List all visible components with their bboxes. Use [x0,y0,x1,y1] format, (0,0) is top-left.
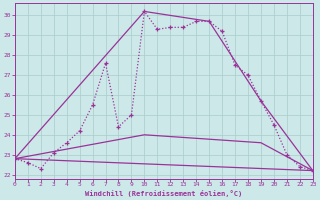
X-axis label: Windchill (Refroidissement éolien,°C): Windchill (Refroidissement éolien,°C) [85,190,243,197]
